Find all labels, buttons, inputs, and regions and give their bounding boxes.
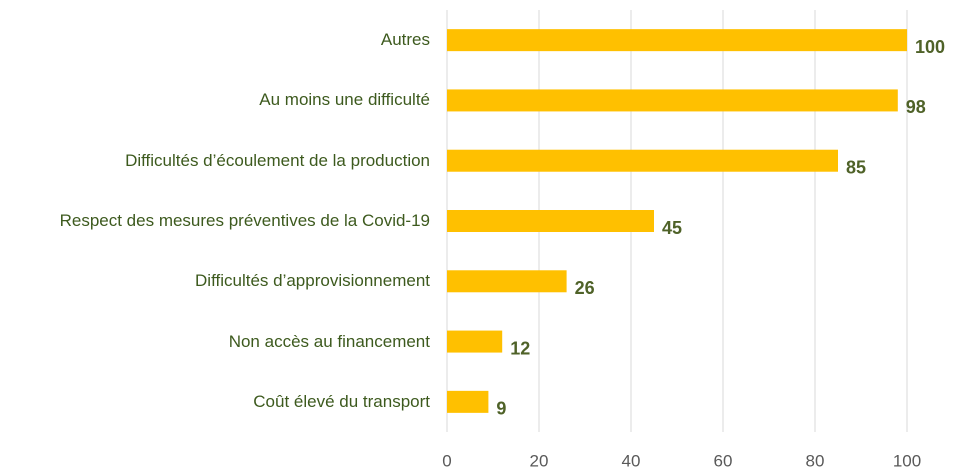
y-tick-label: Au moins une difficulté — [259, 90, 430, 110]
data-label: 9 — [496, 399, 506, 419]
x-tick-label: 100 — [893, 451, 921, 470]
bar — [447, 89, 898, 112]
x-tick-label: 20 — [530, 451, 549, 470]
y-tick-label: Non accès au financement — [228, 331, 430, 351]
data-label: 12 — [510, 338, 530, 358]
y-tick-label: Coût élevé du transport — [253, 391, 430, 411]
data-label: 45 — [662, 218, 682, 238]
bar — [447, 270, 567, 293]
bar — [447, 390, 489, 413]
y-tick-label: Difficultés d’approvisionnement — [195, 271, 430, 291]
x-tick-label: 0 — [442, 451, 451, 470]
data-label: 98 — [906, 97, 926, 117]
data-label: 85 — [846, 157, 866, 177]
data-label: 26 — [575, 278, 595, 298]
y-tick-label: Autres — [380, 30, 430, 50]
x-tick-label: 80 — [806, 451, 825, 470]
bar — [447, 29, 907, 52]
x-tick-label: 60 — [714, 451, 733, 470]
bar — [447, 149, 838, 172]
data-label: 100 — [915, 37, 945, 57]
y-tick-label: Respect des mesures préventives de la Co… — [59, 211, 430, 230]
bar — [447, 210, 654, 232]
y-tick-label: Difficultés d’écoulement de la productio… — [125, 150, 430, 170]
x-tick-label: 40 — [622, 451, 641, 470]
bar — [447, 330, 503, 353]
